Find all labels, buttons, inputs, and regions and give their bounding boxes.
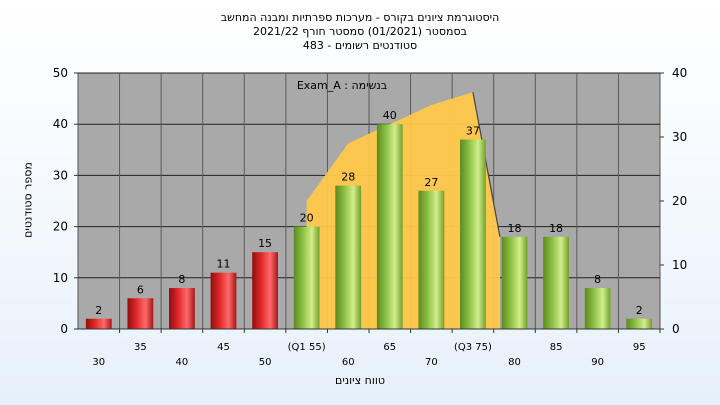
x-tick-label: 90 xyxy=(591,357,604,368)
bar xyxy=(543,236,569,329)
x-tick-label: 40 xyxy=(176,357,189,368)
area-edge-line xyxy=(472,92,501,237)
bar-value-label: 11 xyxy=(217,258,231,271)
bar-value-label: 6 xyxy=(137,283,144,296)
y-tick-label: 30 xyxy=(53,168,68,182)
y-tick-label: 0 xyxy=(60,322,68,336)
x-tick-label: 70 xyxy=(425,357,438,368)
x-tick-label: 45 xyxy=(217,342,230,353)
bar xyxy=(335,185,362,329)
x-tick-label: 65 xyxy=(383,342,396,353)
bar xyxy=(210,272,237,329)
y2-tick-label: 10 xyxy=(672,258,687,272)
x-tick-label: 30 xyxy=(92,357,105,368)
x-tick-label: 35 xyxy=(134,342,147,353)
bar-value-label: 15 xyxy=(258,237,272,250)
bar-value-label: 37 xyxy=(466,125,480,138)
chart-title-line-3: סטודנטים רשומים - 483 xyxy=(302,39,418,52)
bar-value-label: 40 xyxy=(383,109,397,122)
bar xyxy=(418,190,445,329)
bar xyxy=(293,226,320,329)
bar xyxy=(127,298,154,329)
bar-value-label: 20 xyxy=(300,212,314,225)
x-tick-label: 95 xyxy=(633,342,646,353)
x-tick-label: (Q3 75) xyxy=(454,342,492,353)
chart-title-line-2: בסמסטר (01/2021) סמסטר חורף 2021/22 xyxy=(253,25,467,38)
y2-tick-label: 20 xyxy=(672,194,687,208)
x-tick-label: (Q1 55) xyxy=(288,342,326,353)
bar xyxy=(85,318,112,329)
bar-value-label: 28 xyxy=(341,171,355,184)
y2-tick-label: 40 xyxy=(672,66,687,80)
y2-tick-label: 30 xyxy=(672,130,687,144)
bar-value-label: 8 xyxy=(594,273,601,286)
y-tick-label: 40 xyxy=(53,117,68,131)
x-axis-label: טווח ציונים xyxy=(335,374,385,387)
bar-value-label: 18 xyxy=(508,222,522,235)
bar xyxy=(501,236,528,329)
x-tick-label: 85 xyxy=(550,342,563,353)
bar-value-label: 18 xyxy=(549,222,563,235)
bar xyxy=(169,288,195,329)
y-tick-label: 10 xyxy=(53,271,68,285)
bar xyxy=(626,318,653,329)
x-tick-label: 80 xyxy=(508,357,521,368)
bar-value-label: 2 xyxy=(636,304,643,317)
bar-value-label: 8 xyxy=(178,273,185,286)
x-tick-label: 50 xyxy=(259,357,272,368)
bar xyxy=(376,124,403,329)
y-tick-label: 20 xyxy=(53,220,68,234)
bar xyxy=(584,288,611,329)
exam-annotation: Exam_A : בנשימה xyxy=(297,79,387,92)
bar-value-label: 27 xyxy=(424,176,438,189)
bar-value-label: 2 xyxy=(95,304,102,317)
bar xyxy=(252,252,278,329)
y-tick-label: 50 xyxy=(53,66,68,80)
chart-title-line-1: היסטוגרמת ציונים בקורס - מערכות ספרתיות … xyxy=(220,11,500,24)
y2-tick-label: 0 xyxy=(672,322,680,336)
x-tick-label: 60 xyxy=(342,357,355,368)
bar xyxy=(460,139,486,329)
